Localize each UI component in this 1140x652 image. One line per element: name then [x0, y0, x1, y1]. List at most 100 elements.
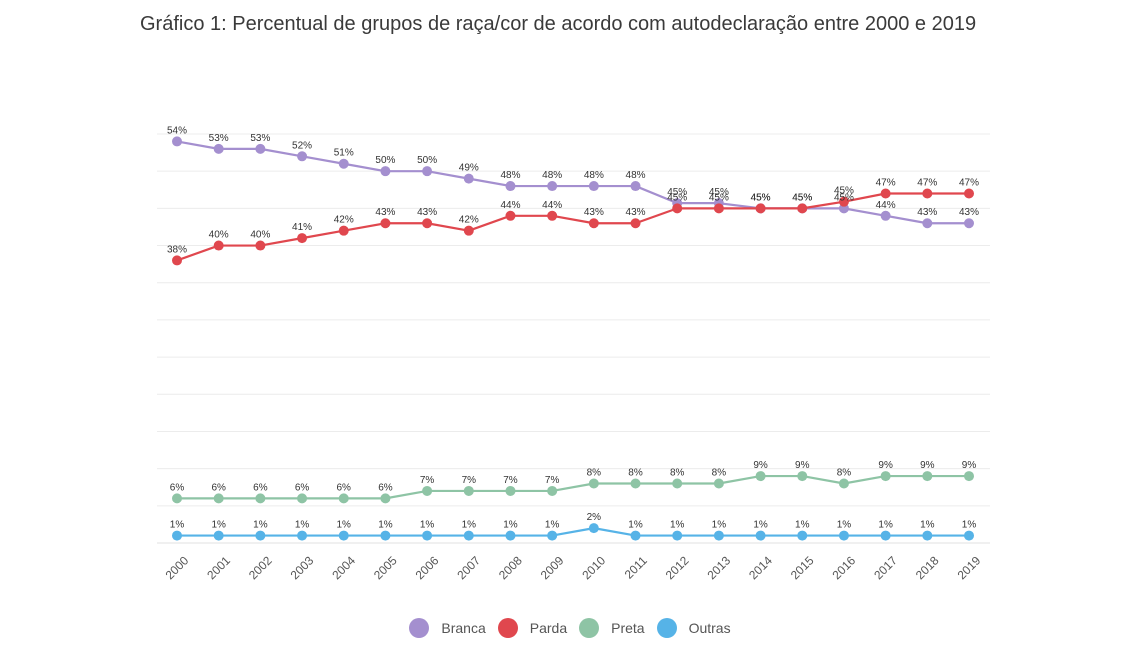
data-point-preta[interactable] — [797, 471, 808, 482]
data-label-parda: 45% — [792, 192, 812, 203]
data-point-outras[interactable] — [838, 530, 849, 541]
data-point-outras[interactable] — [547, 530, 558, 541]
data-point-branca[interactable] — [338, 158, 349, 169]
data-point-preta[interactable] — [255, 493, 266, 504]
data-point-branca[interactable] — [922, 218, 933, 229]
data-point-branca[interactable] — [297, 151, 308, 162]
data-point-preta[interactable] — [422, 485, 433, 496]
data-point-preta[interactable] — [838, 478, 849, 489]
data-point-outras[interactable] — [463, 530, 474, 541]
data-point-parda[interactable] — [255, 240, 266, 251]
data-point-outras[interactable] — [255, 530, 266, 541]
data-point-branca[interactable] — [422, 166, 433, 177]
data-label-parda: 47% — [876, 177, 896, 188]
data-point-preta[interactable] — [713, 478, 724, 489]
data-point-outras[interactable] — [380, 530, 391, 541]
legend-item-preta[interactable]: Preta — [579, 618, 645, 638]
data-point-parda[interactable] — [297, 233, 308, 244]
x-tick-label: 2007 — [454, 553, 483, 582]
data-point-outras[interactable] — [213, 530, 224, 541]
data-point-outras[interactable] — [630, 530, 641, 541]
data-point-parda[interactable] — [547, 210, 558, 221]
x-tick-label: 2019 — [955, 553, 984, 582]
data-point-branca[interactable] — [964, 218, 974, 229]
data-point-preta[interactable] — [672, 478, 683, 489]
data-label-outras: 1% — [878, 520, 893, 531]
data-point-preta[interactable] — [964, 471, 974, 482]
data-point-parda[interactable] — [463, 225, 474, 236]
data-point-outras[interactable] — [922, 530, 933, 541]
data-point-preta[interactable] — [880, 471, 891, 482]
legend-item-branca[interactable]: Branca — [409, 618, 486, 638]
data-label-parda: 43% — [626, 207, 646, 218]
data-point-preta[interactable] — [172, 493, 182, 504]
data-point-parda[interactable] — [964, 188, 974, 199]
data-point-branca[interactable] — [463, 173, 474, 184]
x-tick-label: 2018 — [913, 553, 942, 582]
data-point-outras[interactable] — [338, 530, 349, 541]
data-point-outras[interactable] — [297, 530, 308, 541]
data-point-branca[interactable] — [255, 143, 266, 154]
data-point-branca[interactable] — [505, 181, 516, 192]
data-point-preta[interactable] — [588, 478, 599, 489]
data-point-preta[interactable] — [547, 485, 558, 496]
data-point-preta[interactable] — [505, 485, 516, 496]
x-tick-label: 2016 — [830, 553, 859, 582]
data-point-outras[interactable] — [588, 523, 599, 534]
data-point-parda[interactable] — [630, 218, 641, 229]
data-label-branca: 45% — [751, 192, 771, 203]
series-preta — [172, 471, 974, 504]
legend-item-parda[interactable]: Parda — [497, 618, 567, 638]
data-point-branca[interactable] — [380, 166, 391, 177]
data-point-preta[interactable] — [213, 493, 224, 504]
data-point-preta[interactable] — [755, 471, 766, 482]
data-label-parda: 43% — [375, 207, 395, 218]
data-point-outras[interactable] — [964, 530, 974, 541]
data-point-parda[interactable] — [172, 255, 182, 266]
data-label-outras: 2% — [587, 512, 602, 523]
data-point-parda[interactable] — [797, 203, 808, 214]
data-point-parda[interactable] — [588, 218, 599, 229]
data-point-outras[interactable] — [713, 530, 724, 541]
data-point-preta[interactable] — [463, 485, 474, 496]
data-point-parda[interactable] — [672, 203, 683, 214]
data-point-outras[interactable] — [422, 530, 433, 541]
data-point-preta[interactable] — [338, 493, 349, 504]
data-label-preta: 9% — [878, 460, 893, 471]
data-point-branca[interactable] — [880, 210, 891, 221]
legend-item-outras[interactable]: Outras — [656, 618, 731, 638]
data-point-outras[interactable] — [755, 530, 766, 541]
data-point-outras[interactable] — [172, 530, 182, 541]
data-point-parda[interactable] — [880, 188, 891, 199]
data-point-branca[interactable] — [213, 143, 224, 154]
data-label-outras: 1% — [295, 520, 310, 531]
data-point-outras[interactable] — [880, 530, 891, 541]
data-point-parda[interactable] — [755, 203, 766, 214]
data-point-branca[interactable] — [630, 181, 641, 192]
x-tick-label: 2015 — [788, 553, 817, 582]
data-point-branca[interactable] — [172, 136, 182, 147]
data-label-preta: 6% — [170, 482, 185, 493]
data-point-parda[interactable] — [422, 218, 433, 229]
data-label-parda: 45% — [667, 192, 687, 203]
data-point-preta[interactable] — [922, 471, 933, 482]
data-point-outras[interactable] — [505, 530, 516, 541]
data-point-parda[interactable] — [338, 225, 349, 236]
data-label-outras: 1% — [337, 520, 352, 531]
data-point-preta[interactable] — [297, 493, 308, 504]
data-point-parda[interactable] — [213, 240, 224, 251]
data-point-parda[interactable] — [380, 218, 391, 229]
data-point-preta[interactable] — [630, 478, 641, 489]
data-point-parda[interactable] — [922, 188, 933, 199]
data-point-outras[interactable] — [797, 530, 808, 541]
data-point-branca[interactable] — [547, 181, 558, 192]
data-point-outras[interactable] — [672, 530, 683, 541]
data-point-parda[interactable] — [713, 203, 724, 214]
data-label-parda: 42% — [334, 215, 354, 226]
data-point-parda[interactable] — [505, 210, 516, 221]
data-label-branca: 48% — [542, 170, 562, 181]
data-point-preta[interactable] — [380, 493, 391, 504]
data-point-parda[interactable] — [838, 196, 849, 207]
data-point-branca[interactable] — [588, 181, 599, 192]
legend-swatch-icon — [579, 618, 600, 638]
